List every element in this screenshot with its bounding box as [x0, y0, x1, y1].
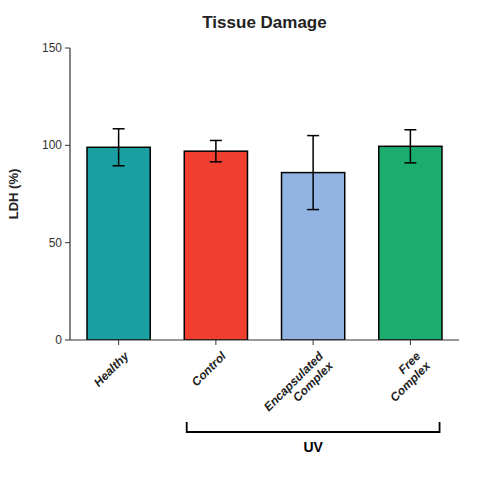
y-tick	[65, 48, 70, 49]
bracket-label: UV	[303, 439, 323, 455]
y-tick-label: 0	[55, 333, 62, 347]
x-axis	[70, 339, 459, 340]
bar	[184, 151, 247, 340]
error-line	[410, 130, 412, 163]
error-bar	[210, 140, 222, 161]
x-tick	[410, 340, 411, 345]
x-tick	[215, 340, 216, 345]
error-bar	[113, 129, 125, 166]
error-cap	[210, 161, 222, 163]
y-tick-label: 150	[42, 41, 62, 55]
error-line	[118, 129, 120, 166]
error-line	[312, 136, 314, 210]
bar	[379, 146, 442, 340]
error-cap	[404, 162, 416, 164]
y-axis-label: LDH (%)	[6, 169, 21, 220]
error-cap	[210, 140, 222, 142]
error-cap	[307, 209, 319, 211]
x-tick-label: EncapsulatedComplex	[261, 348, 337, 424]
y-tick	[65, 145, 70, 146]
error-line	[215, 140, 217, 161]
error-cap	[113, 165, 125, 167]
y-tick-label: 50	[49, 236, 63, 250]
y-tick	[65, 340, 70, 341]
y-axis	[69, 48, 70, 340]
x-tick-label: Control	[189, 349, 230, 390]
error-cap	[113, 128, 125, 130]
y-tick	[65, 242, 70, 243]
bracket	[187, 422, 440, 432]
plot-area	[87, 129, 442, 340]
x-tick	[313, 340, 314, 345]
x-tick-label: Healthy	[91, 348, 132, 389]
y-tick-label: 100	[42, 138, 62, 152]
error-bar	[307, 136, 319, 210]
x-tick-label: FreeComplex	[378, 348, 434, 404]
chart: Tissue Damage LDH (%) 0 50 100 150 Healthy Cont…	[0, 0, 479, 500]
bracket-line	[187, 422, 440, 432]
title: Tissue Damage	[202, 13, 326, 32]
error-cap	[307, 135, 319, 137]
x-tick	[118, 340, 119, 345]
error-bar	[404, 130, 416, 163]
bar	[87, 147, 150, 340]
error-cap	[404, 129, 416, 131]
